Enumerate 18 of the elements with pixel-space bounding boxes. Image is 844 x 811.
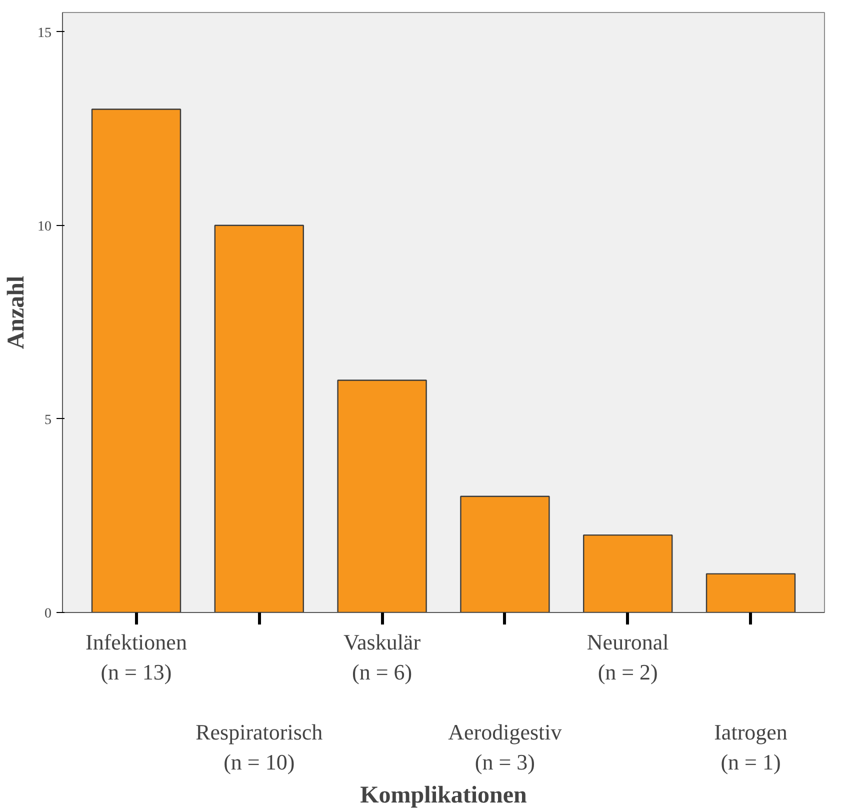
- x-tick-label: Iatrogen (n = 1): [714, 720, 788, 774]
- bar: [460, 496, 550, 612]
- x-tick-label: Infektionen (n = 13): [86, 630, 187, 684]
- y-tick-label: 15: [38, 26, 52, 41]
- y-tick-label: 10: [38, 219, 52, 234]
- x-tick-label: Vaskulär (n = 6): [344, 630, 422, 684]
- bar: [706, 573, 796, 612]
- bar: [91, 108, 182, 612]
- y-axis-title: Anzahl: [4, 275, 30, 350]
- x-tick-label: Neuronal (n = 2): [586, 630, 669, 684]
- y-tick-label: 5: [44, 412, 52, 428]
- x-tick-label: Aerodigestiv (n = 3): [448, 720, 562, 774]
- x-tick-label: Respiratorisch (n = 10): [196, 720, 323, 774]
- bar: [214, 224, 304, 612]
- bar: [583, 534, 673, 612]
- x-axis-title: Komplikationen: [360, 782, 527, 808]
- y-tick-label: 0: [44, 606, 52, 622]
- bar: [337, 380, 427, 612]
